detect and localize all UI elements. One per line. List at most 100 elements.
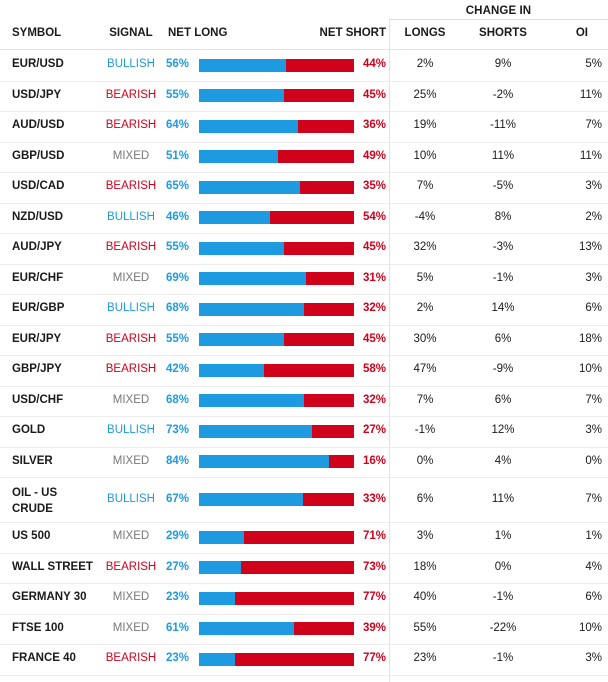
table-row[interactable]: USD/CAD BEARISH 65% 35% 7% -5% 3% [0,172,608,204]
net-long-percent: 61% [165,621,189,634]
shorts-change: -2% [492,88,514,101]
oi-change: 7% [585,119,602,132]
shorts-change: -9% [492,363,514,376]
net-long-percent: 23% [165,652,189,665]
symbol-link[interactable]: GOLD [12,424,46,437]
table-row[interactable]: EUR/USD BULLISH 56% 44% 2% 9% 5% [0,50,608,82]
oi-change: 5% [585,58,602,71]
net-long-percent: 68% [165,302,189,315]
symbol-link[interactable]: USD/CAD [12,180,65,193]
symbol-link[interactable]: USD/CHF [12,393,64,406]
table-row[interactable]: OIL - US CRUDE BULLISH 67% 33% 6% 11% 7% [0,477,608,523]
longs-change: -1% [414,424,436,437]
symbol-link[interactable]: OIL - US CRUDE [12,486,58,515]
symbol-link[interactable]: GBP/USD [12,149,65,162]
sentiment-bar-long-fill [199,180,300,194]
symbol-link[interactable]: EUR/JPY [12,332,62,345]
sentiment-bar-long-fill [199,211,271,225]
net-short-percent: 31% [362,271,386,284]
table-row[interactable]: USD/JPY BEARISH 55% 45% 25% -2% 11% [0,81,608,112]
symbol-link[interactable]: FRANCE 40 [12,652,76,665]
symbol-link[interactable]: FTSE 100 [12,621,64,634]
sentiment-bar-long-fill [199,333,285,347]
oi-change: 18% [578,332,602,345]
net-long-percent: 27% [165,560,189,573]
table-row[interactable]: FRANCE 40 BEARISH 23% 77% 23% -1% 3% [0,644,608,676]
symbol-link[interactable]: EUR/CHF [12,271,64,284]
sentiment-bar-long-fill [199,150,279,164]
shorts-change: 0% [494,560,512,573]
oi-change: 13% [578,241,602,254]
longs-change: 40% [413,591,437,604]
shorts-change: 1% [494,530,512,543]
sentiment-bar [199,394,354,408]
sentiment-bar [199,241,354,255]
table-row[interactable]: WALL STREET BEARISH 27% 73% 18% 0% 4% [0,553,608,584]
shorts-change: 4% [494,454,512,467]
header-shorts[interactable]: SHORTS [479,27,527,39]
sentiment-bar-long-fill [199,241,285,255]
oi-change: 3% [585,424,602,437]
net-long-percent: 55% [165,241,189,254]
shorts-change: -5% [492,180,514,193]
column-divider [389,19,390,682]
net-long-percent: 46% [165,210,189,223]
symbol-link[interactable]: USD/JPY [12,88,62,101]
sentiment-bar [199,561,354,575]
signal-label: BEARISH [105,241,157,254]
header-net-short[interactable]: NET SHORT [319,27,386,39]
table-row[interactable]: AUD/JPY BEARISH 55% 45% 32% -3% 13% [0,233,608,265]
oi-change: 10% [578,363,602,376]
sentiment-bar [199,424,354,438]
longs-change: -4% [414,210,436,223]
symbol-link[interactable]: EUR/USD [12,58,64,71]
oi-change: 3% [585,180,602,193]
net-long-percent: 55% [165,88,189,101]
table-header-row: SYMBOL SIGNAL NET LONG NET SHORT LONGS S… [0,19,608,50]
table-row[interactable]: AUD/USD BEARISH 64% 36% 19% -11% 7% [0,111,608,143]
table-row[interactable]: USD/CHF MIXED 68% 32% 7% 6% 7% [0,386,608,417]
oi-change: 1% [585,530,602,543]
signal-label: MIXED [112,530,150,543]
signal-label: MIXED [112,271,150,284]
table-row[interactable]: SILVER MIXED 84% 16% 0% 4% 0% [0,447,608,478]
symbol-link[interactable]: SILVER [12,454,53,467]
symbol-link[interactable]: AUD/USD [12,119,65,132]
header-oi[interactable]: OI [575,27,588,39]
sentiment-bar-long-fill [199,119,299,133]
symbol-link[interactable]: EUR/GBP [12,302,65,315]
symbol-link[interactable]: WALL STREET [12,560,93,573]
symbol-link[interactable]: US 500 [12,530,51,543]
net-short-percent: 39% [362,621,386,634]
oi-change: 11% [579,88,602,101]
table-row[interactable]: FTSE 100 MIXED 61% 39% 55% -22% 10% [0,614,608,645]
signal-label: BEARISH [105,88,157,101]
symbol-link[interactable]: GERMANY 30 [12,591,87,604]
table-row[interactable]: EUR/GBP BULLISH 68% 32% 2% 14% 6% [0,294,608,326]
header-net-long[interactable]: NET LONG [168,27,228,39]
longs-change: 55% [413,621,437,634]
signal-label: BEARISH [105,119,157,132]
longs-change: 32% [413,241,437,254]
table-row[interactable]: GOLD BULLISH 73% 27% -1% 12% 3% [0,416,608,448]
longs-change: 25% [413,88,437,101]
symbol-link[interactable]: GBP/JPY [12,363,62,376]
table-row[interactable]: GBP/JPY BEARISH 42% 58% 47% -9% 10% [0,355,608,387]
net-long-percent: 65% [165,180,189,193]
table-row[interactable]: EUR/CHF MIXED 69% 31% 5% -1% 3% [0,264,608,295]
header-symbol[interactable]: SYMBOL [12,27,62,39]
signal-label: BEARISH [105,560,157,573]
symbol-link[interactable]: AUD/JPY [12,241,62,254]
header-signal[interactable]: SIGNAL [109,27,153,39]
header-longs[interactable]: LONGS [404,27,446,39]
table-row[interactable]: GBP/USD MIXED 51% 49% 10% 11% 11% [0,142,608,173]
table-row[interactable]: GERMANY 30 MIXED 23% 77% 40% -1% 6% [0,583,608,615]
shorts-change: 12% [491,424,515,437]
symbol-link[interactable]: NZD/USD [12,210,64,223]
table-row[interactable]: EUR/JPY BEARISH 55% 45% 30% 6% 18% [0,325,608,356]
sentiment-bar-long-fill [199,530,244,544]
table-row[interactable]: NZD/USD BULLISH 46% 54% -4% 8% 2% [0,203,608,234]
sentiment-bar [199,58,354,72]
shorts-change: 14% [491,302,515,315]
table-row[interactable]: US 500 MIXED 29% 71% 3% 1% 1% [0,522,608,554]
